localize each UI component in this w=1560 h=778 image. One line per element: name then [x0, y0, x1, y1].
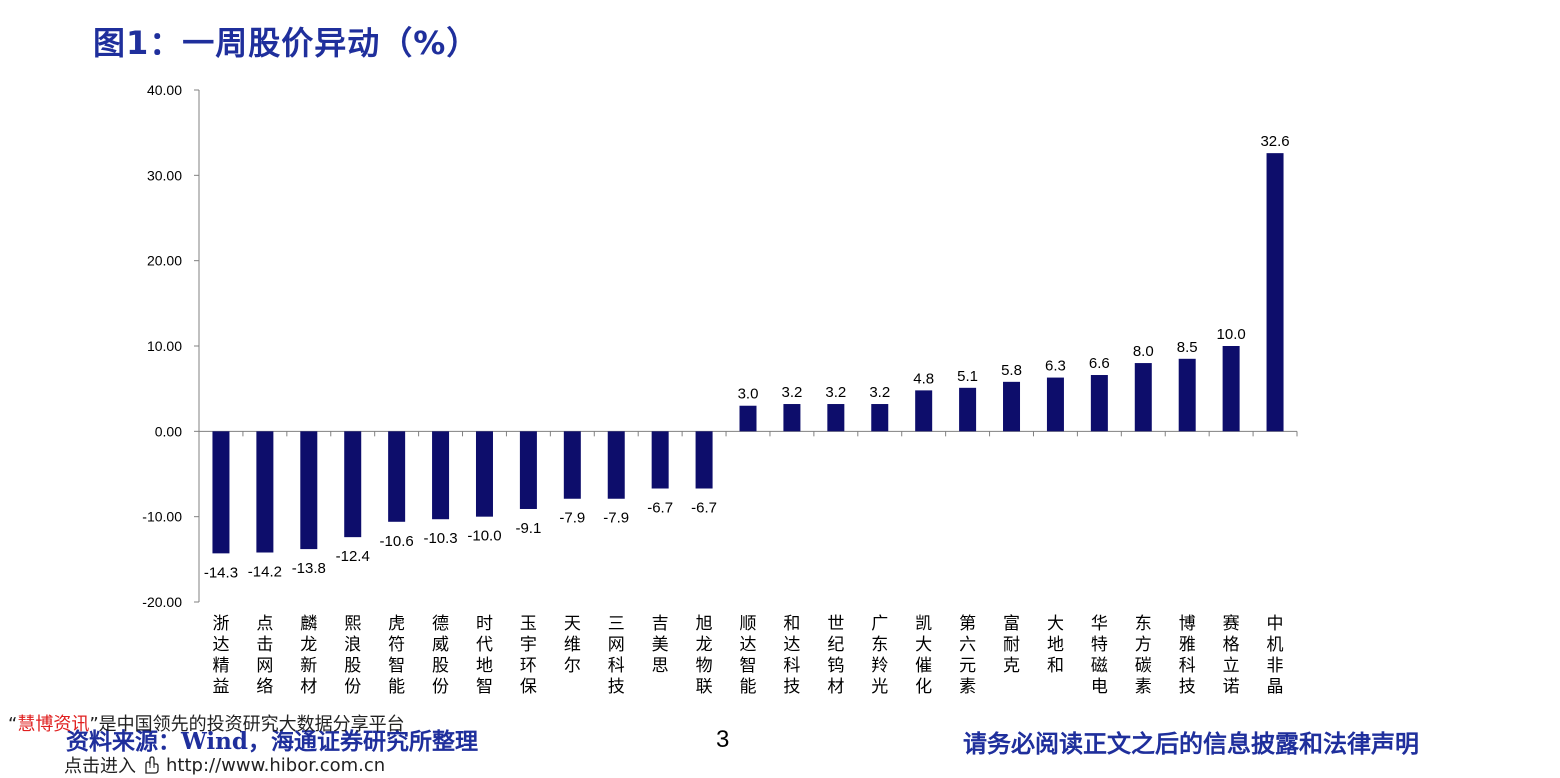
category-label: 天维尔 — [564, 614, 581, 676]
data-label: -14.3 — [204, 564, 238, 581]
y-tick-label: -10.00 — [142, 509, 182, 525]
category-label: 三网科技 — [608, 614, 625, 697]
data-label: 4.8 — [913, 370, 934, 387]
bar — [519, 431, 537, 509]
data-label: 32.6 — [1260, 133, 1289, 150]
bar — [300, 431, 318, 550]
chart-title: 图1：一周股价异动（%） — [93, 24, 480, 62]
watermark-url-link[interactable]: http://www.hibor.com.cn — [166, 754, 386, 776]
category-label: 浙达精益 — [212, 614, 229, 697]
bar — [1090, 375, 1108, 432]
data-label: -6.7 — [647, 500, 673, 517]
bar — [212, 431, 230, 554]
bar — [1266, 153, 1284, 432]
y-tick-label: 20.00 — [147, 253, 182, 269]
watermark-tagline: “慧博资讯”是中国领先的投资研究大数据分享平台 — [8, 710, 405, 736]
y-tick-label: 40.00 — [147, 82, 182, 98]
bar — [695, 431, 713, 489]
data-label: 3.2 — [825, 384, 846, 401]
bar — [959, 387, 977, 432]
category-label: 华特磁电 — [1091, 614, 1108, 697]
data-label: 5.1 — [957, 368, 978, 385]
category-label: 虎符智能 — [388, 614, 405, 697]
data-label: -7.9 — [603, 510, 629, 527]
category-label: 时代地智 — [476, 614, 493, 697]
category-label: 中机非晶 — [1267, 614, 1284, 697]
data-label: -7.9 — [559, 510, 585, 527]
category-label: 吉美思 — [652, 614, 669, 676]
data-label: 8.5 — [1177, 339, 1198, 356]
watermark-tagline-text: ”是中国领先的投资研究大数据分享平台 — [89, 714, 405, 735]
category-label: 点击网络 — [256, 614, 273, 697]
bar — [256, 431, 274, 553]
data-label: 5.8 — [1001, 362, 1022, 379]
data-label: 6.6 — [1089, 355, 1110, 372]
y-tick-label: 0.00 — [155, 423, 182, 439]
data-label: 8.0 — [1133, 343, 1154, 360]
watermark-link-row: 点击进入 http://www.hibor.com.cn — [64, 752, 385, 778]
bar — [783, 404, 801, 432]
hand-pointer-icon — [145, 756, 159, 774]
data-label: -10.6 — [380, 533, 414, 550]
category-label: 玉宇环保 — [520, 614, 537, 697]
bar — [739, 405, 757, 432]
data-label: -9.1 — [515, 520, 541, 537]
y-tick-label: 10.00 — [147, 338, 182, 354]
category-label: 广东羚光 — [871, 614, 888, 697]
bar — [344, 431, 362, 538]
bar — [1178, 358, 1196, 432]
watermark-open-quote: “ — [8, 714, 18, 735]
bar — [388, 431, 406, 522]
bar — [1222, 346, 1240, 432]
category-label: 赛格立诺 — [1223, 613, 1240, 697]
page-number: 3 — [716, 726, 730, 753]
data-label: -10.3 — [423, 530, 457, 547]
category-label: 和达科技 — [783, 614, 800, 697]
bar — [827, 404, 845, 432]
bar — [607, 431, 625, 499]
category-label: 富耐克 — [1003, 614, 1020, 676]
bar — [651, 431, 669, 489]
bar — [432, 431, 450, 520]
watermark-click-text: 点击进入 — [64, 756, 136, 777]
data-label: 3.2 — [781, 384, 802, 401]
y-tick-label: -20.00 — [142, 594, 182, 610]
data-label: 10.0 — [1217, 326, 1246, 343]
category-label: 麟龙新材 — [300, 614, 317, 697]
category-label: 顺达智能 — [740, 614, 757, 697]
data-label: -10.0 — [467, 528, 501, 545]
category-label: 德威股份 — [432, 614, 449, 697]
data-label: -13.8 — [292, 560, 326, 577]
category-label: 大地和 — [1047, 614, 1064, 676]
data-label: 3.2 — [869, 384, 890, 401]
y-tick-label: 30.00 — [147, 167, 182, 183]
category-label: 旭龙物联 — [696, 614, 713, 697]
bar — [563, 431, 581, 499]
bar — [871, 404, 889, 432]
data-label: -12.4 — [336, 548, 370, 565]
category-label: 东方碳素 — [1135, 614, 1152, 697]
category-label: 第六元素 — [959, 614, 976, 697]
disclaimer-note: 请务必阅读正文之后的信息披露和法律声明 — [963, 729, 1419, 758]
watermark-brand[interactable]: 慧博资讯 — [17, 714, 90, 735]
data-label: -14.2 — [248, 564, 282, 581]
category-label: 熙浪股份 — [344, 614, 361, 697]
bar — [475, 431, 493, 517]
bar — [1134, 363, 1152, 432]
bar — [915, 390, 933, 432]
source-note: 资料来源：Wind，海通证券研究所整理 — [66, 728, 478, 755]
data-label: -6.7 — [691, 500, 717, 517]
bar — [1046, 377, 1064, 432]
bar — [1003, 381, 1021, 432]
data-label: 3.0 — [738, 386, 759, 403]
category-label: 凯大催化 — [915, 614, 932, 697]
category-label: 博雅科技 — [1179, 614, 1196, 697]
data-label: 6.3 — [1045, 358, 1066, 375]
category-label: 世纪钨材 — [827, 614, 844, 697]
